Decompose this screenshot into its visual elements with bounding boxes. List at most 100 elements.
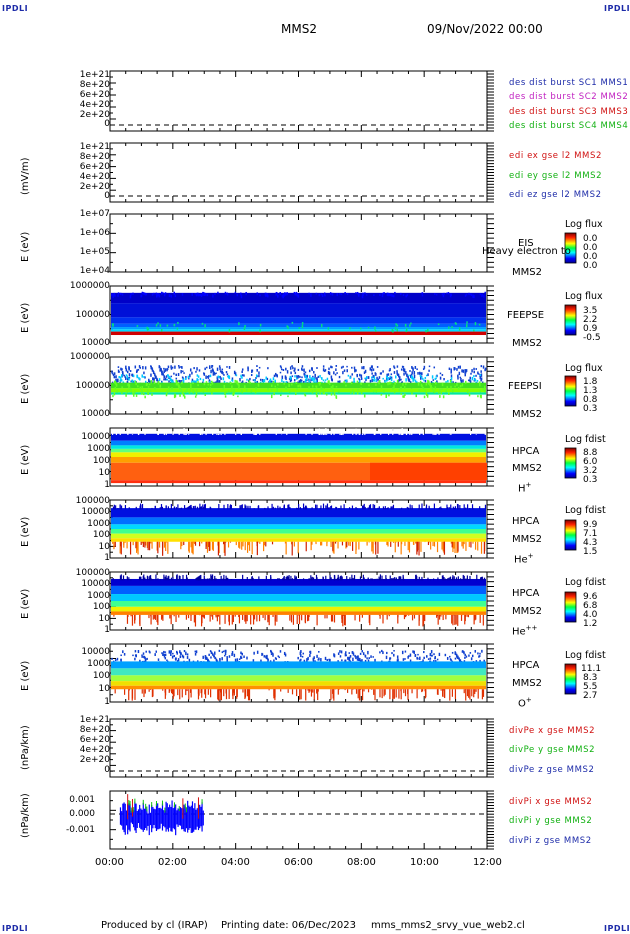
p9-spectrogram-edge <box>171 689 174 695</box>
p4-spectrogram-speckle <box>346 292 349 296</box>
p11-legend-item: divPi z gse MMS2 <box>509 836 592 846</box>
p9-spectrogram-speckle <box>207 659 209 662</box>
p8-spectrogram-edge <box>446 579 448 581</box>
p7-spectrogram-edge <box>302 503 305 510</box>
p8-spectrogram-edge <box>461 579 463 581</box>
p5-spectrogram-speckle <box>473 380 476 382</box>
p7-spectrogram-edge <box>441 508 443 510</box>
p8-spectrogram-edge <box>252 614 255 625</box>
p5-spectrogram-band <box>111 392 486 395</box>
p7-spectrogram-edge <box>185 507 187 510</box>
p5-spectrogram-speckle <box>206 366 208 369</box>
p9-spectrogram-speckle <box>450 659 452 662</box>
p8-spectrogram-edge <box>282 578 284 581</box>
p6-spectrogram-band <box>111 452 486 457</box>
p9-spectrogram-edge <box>367 689 370 693</box>
p5-spectrogram-speckle <box>241 390 244 394</box>
p8-spectrogram-edge <box>154 614 157 620</box>
p5-spectrogram-speckle <box>262 380 265 384</box>
p5-spectrogram-speckle <box>417 372 419 375</box>
p5-spectrogram-speckle <box>181 391 184 395</box>
p5-spectrogram-speckle <box>203 383 206 386</box>
p9-spectrogram-speckle <box>221 651 224 654</box>
p5-spectrogram-speckle <box>290 378 292 381</box>
p5-spectrogram-speckle <box>126 377 129 381</box>
p8-species-label: He++ <box>512 624 537 637</box>
p8-spectrogram-edge <box>148 614 150 619</box>
p5-spectrogram-speckle <box>276 387 278 390</box>
p3-overlay-label: Heavy electron to <box>482 246 571 257</box>
p5-spectrogram-speckle <box>148 383 151 386</box>
p9-spectrogram-edge <box>355 689 358 694</box>
p5-spectrogram-speckle <box>482 365 485 369</box>
p5-spectrogram-speckle <box>116 380 118 384</box>
p8-spectrogram-edge <box>256 614 258 622</box>
p5-spectrogram-speckle <box>385 377 388 380</box>
p7-spectrogram-edge <box>387 507 389 510</box>
p7-spectrogram-edge <box>167 541 169 554</box>
p9-spectrogram-edge <box>220 689 222 693</box>
p5-spectrogram-speckle <box>219 370 222 373</box>
p4-colorbar-value: -0.5 <box>583 333 601 343</box>
p6-spectrogram-band <box>111 448 486 453</box>
p5-spectrogram-speckle <box>306 375 309 377</box>
p7-spectrogram-edge <box>210 507 212 510</box>
p4-spectrogram-speckle <box>308 292 310 295</box>
p5-spectrogram-speckle <box>484 367 487 371</box>
p10-tick-label: 8e+20 <box>79 725 110 735</box>
p7-spectrogram-edge <box>208 541 210 552</box>
p8-spectrogram-edge <box>462 574 464 581</box>
p9-spectrogram-speckle <box>224 652 227 656</box>
p7-spectrogram-edge <box>382 506 385 510</box>
p4-spectrogram-speckle <box>478 323 481 326</box>
p5-spectrogram-speckle <box>303 368 305 372</box>
p9-spectrogram-speckle <box>429 652 432 657</box>
p5-spectrogram-speckle <box>465 369 467 372</box>
p7-spectrogram-edge <box>256 541 258 556</box>
p8-spectrogram-edge <box>429 579 431 581</box>
p7-spectrogram-edge <box>222 541 225 545</box>
p5-spectrogram-speckle <box>393 390 396 394</box>
p5-spectrogram-speckle <box>380 393 383 396</box>
p7-spectrogram-edge <box>411 507 413 510</box>
p6-spectrogram-band <box>111 457 486 463</box>
p8-spectrogram-edge <box>197 576 200 581</box>
p11-legend-item: divPi y gse MMS2 <box>509 816 593 826</box>
p3-tick-label: 1e+07 <box>79 209 110 219</box>
p9-spectrogram-speckle <box>481 649 483 653</box>
p5-spectrogram-speckle <box>113 392 116 396</box>
p6-spectrogram-edge <box>342 431 344 435</box>
p9-spectrogram-speckle <box>318 657 320 661</box>
p7-spectrogram-edge <box>386 541 388 546</box>
p8-spectrogram-edge <box>451 614 453 624</box>
p5-spectrogram-speckle <box>378 376 381 379</box>
p6-spectrogram-edge <box>319 431 321 435</box>
p9-spectrogram-speckle <box>316 654 318 658</box>
p5-spectrogram-speckle <box>336 372 338 374</box>
p9-spectrogram-edge <box>168 689 170 693</box>
p5-spectrogram-speckle <box>346 369 348 373</box>
p7-spectrogram-edge <box>465 541 467 551</box>
p5-spectrogram-speckle <box>345 384 347 387</box>
p9-spectrogram-edge <box>481 689 484 700</box>
p5-spectrogram-speckle <box>363 366 365 370</box>
p9-spectrogram-speckle <box>163 654 166 657</box>
p7-spectrogram-edge <box>180 541 182 550</box>
p6-spectrogram-edge <box>398 431 400 435</box>
p8-spectrogram-edge <box>454 614 456 625</box>
p8-spectrogram-edge <box>162 614 164 621</box>
p4-spectrogram-speckle <box>177 321 179 324</box>
p5-spectrogram-speckle <box>395 375 397 379</box>
p7-spectrogram-edge <box>296 508 299 510</box>
p5-spectrogram-speckle <box>411 373 413 376</box>
p7-spectrogram-edge <box>326 541 328 547</box>
p5-spectrogram-speckle <box>389 381 392 384</box>
p9-spectrogram-edge <box>207 689 209 695</box>
p9-spectrogram-speckle <box>224 654 226 657</box>
p6-spectrogram-edge <box>432 433 434 435</box>
p8-spectrogram-edge <box>310 575 312 581</box>
p7-spectrogram-edge <box>238 541 240 548</box>
p7-spectrogram-edge <box>135 508 138 510</box>
p5-spectrogram-speckle <box>130 380 132 383</box>
p7-spectrogram-edge <box>132 541 134 546</box>
